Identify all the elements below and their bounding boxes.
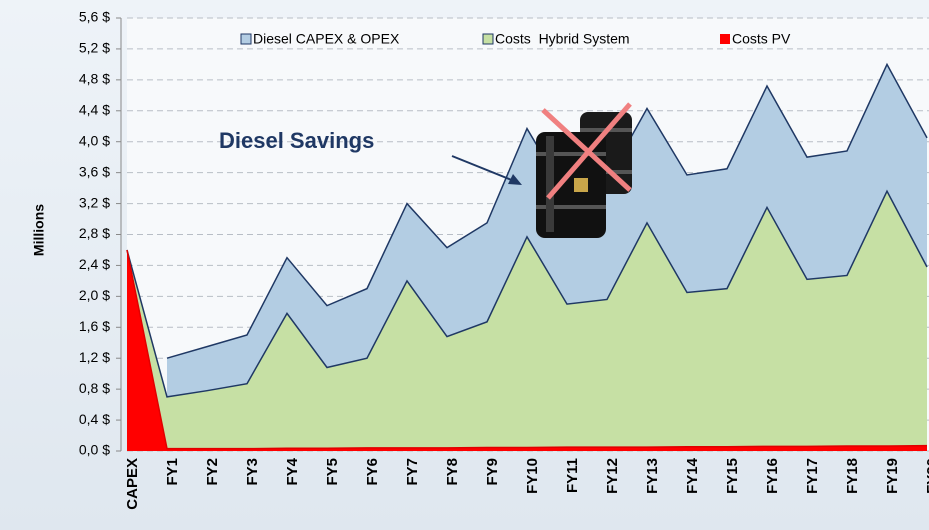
series-line [126, 249, 928, 450]
y-tick-label: 1,2 $ [79, 349, 110, 365]
y-tick-label: 4,8 $ [79, 71, 110, 87]
y-tick-label: 5,6 $ [79, 9, 110, 25]
areas [126, 62, 928, 452]
series-line [126, 189, 928, 398]
x-tick-label: FY9 [484, 458, 501, 486]
legend: Diesel CAPEX & OPEX Costs Hybrid System Co… [240, 31, 791, 47]
series-area [127, 191, 927, 451]
y-tick-label: 3,2 $ [79, 194, 110, 210]
legend-swatch [240, 33, 252, 45]
x-tick-label: FY15 [724, 458, 741, 494]
x-tick-label: FY17 [804, 458, 821, 494]
x-tick-label: FY1 [164, 458, 181, 486]
labels: 0,0 $ 0,4 $ 0,8 $ 1,2 $ 1,6 $ 2,0 $ 2,4 $ 2,8 $… [79, 9, 929, 510]
legend-swatch [720, 34, 730, 44]
y-tick-label: 4,4 $ [79, 101, 110, 117]
legend-swatch [482, 33, 494, 45]
x-tick-label: FY13 [644, 458, 661, 494]
x-tick-label: FY16 [764, 458, 781, 494]
barrels [536, 102, 632, 238]
legend-label: Costs PV [732, 31, 791, 47]
x-tick-label: FY19 [884, 458, 901, 494]
y-tick-label: 2,8 $ [79, 225, 110, 241]
y-tick-label: 1,6 $ [79, 318, 110, 334]
y-tick-label: 0,4 $ [79, 411, 110, 427]
y-axis-label: Millions [31, 204, 47, 256]
legend-label: Diesel CAPEX & OPEX [253, 31, 400, 47]
x-tick-label: FY4 [284, 457, 301, 485]
x-tick-label: FY6 [364, 458, 381, 486]
x-tick-label: FY5 [324, 458, 341, 486]
x-tick-label: FY2 [204, 458, 221, 486]
y-tick-label: 2,4 $ [79, 256, 110, 272]
x-tick-label: FY8 [444, 458, 461, 486]
legend-label: Costs Hybrid System [495, 31, 630, 47]
x-tick-label: FY12 [604, 458, 621, 494]
x-tick-label: FY18 [844, 458, 861, 494]
x-tick-label: FY14 [684, 457, 701, 494]
y-tick-label: 4,0 $ [79, 132, 110, 148]
y-tick-label: 0,8 $ [79, 380, 110, 396]
y-tick-label: 5,2 $ [79, 40, 110, 56]
annotation: Diesel Savings [219, 128, 374, 153]
x-tick-label: FY11 [564, 458, 581, 493]
x-tick-label: FY20 [924, 458, 929, 494]
x-tick-label: FY3 [244, 458, 261, 486]
y-tick-label: 2,0 $ [79, 287, 110, 303]
y-tick-label: 3,6 $ [79, 163, 110, 179]
x-tick-label: CAPEX [124, 458, 141, 510]
annotation-arrow [451, 155, 515, 182]
x-tick-label: FY7 [404, 458, 421, 486]
x-tick-label: FY10 [524, 458, 541, 494]
y-tick-label: 0,0 $ [79, 442, 110, 458]
annotation-arrowhead [508, 174, 522, 185]
